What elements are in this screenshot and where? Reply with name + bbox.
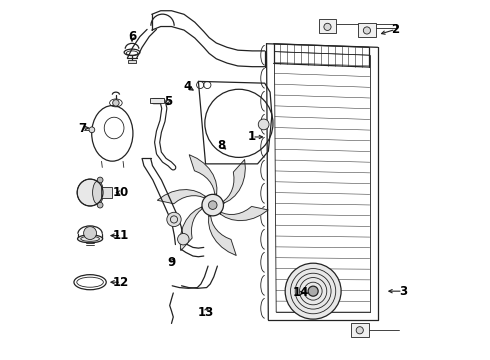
Ellipse shape: [77, 235, 102, 243]
Circle shape: [356, 327, 364, 334]
Circle shape: [285, 263, 341, 319]
Text: 11: 11: [113, 229, 129, 242]
Text: 14: 14: [293, 287, 309, 300]
Polygon shape: [157, 190, 205, 204]
Circle shape: [258, 119, 269, 130]
Circle shape: [113, 100, 119, 106]
Text: 7: 7: [78, 122, 86, 135]
FancyBboxPatch shape: [318, 19, 337, 33]
Text: 6: 6: [128, 30, 136, 43]
Ellipse shape: [93, 181, 103, 204]
Circle shape: [89, 127, 95, 133]
Bar: [128, 60, 136, 63]
Text: 8: 8: [218, 139, 226, 152]
Circle shape: [208, 201, 217, 210]
FancyBboxPatch shape: [101, 187, 112, 198]
Text: 13: 13: [197, 306, 214, 319]
FancyBboxPatch shape: [358, 23, 376, 37]
Ellipse shape: [77, 179, 103, 206]
Text: 2: 2: [392, 23, 400, 36]
Circle shape: [324, 23, 331, 31]
Circle shape: [177, 233, 189, 245]
Text: 10: 10: [113, 186, 129, 199]
Circle shape: [364, 27, 370, 34]
Circle shape: [97, 202, 103, 208]
Text: 5: 5: [164, 95, 172, 108]
Polygon shape: [220, 207, 268, 221]
Bar: [150, 98, 164, 103]
Polygon shape: [209, 216, 236, 256]
Circle shape: [202, 194, 223, 216]
Text: 12: 12: [113, 276, 129, 289]
Text: 3: 3: [399, 285, 407, 298]
Text: 1: 1: [248, 130, 256, 144]
FancyBboxPatch shape: [351, 323, 368, 337]
Circle shape: [97, 177, 103, 183]
Circle shape: [84, 226, 97, 239]
Polygon shape: [189, 155, 217, 194]
Circle shape: [167, 212, 181, 226]
Polygon shape: [180, 207, 202, 251]
Text: 9: 9: [168, 256, 175, 269]
Circle shape: [308, 286, 318, 296]
Text: 4: 4: [183, 80, 192, 93]
Polygon shape: [223, 159, 245, 203]
